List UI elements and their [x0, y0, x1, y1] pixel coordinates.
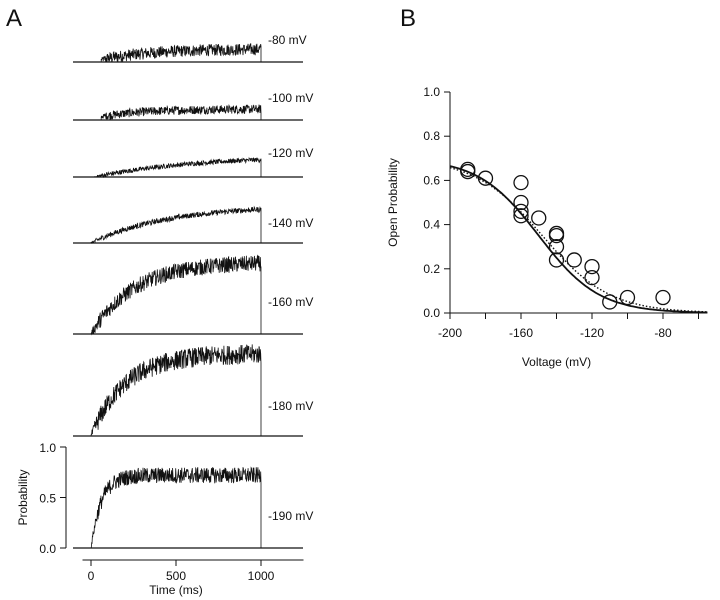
data-point — [460, 163, 476, 180]
y-axis-label: Open Probability — [386, 158, 400, 247]
y-tick-label: 0.0 — [423, 306, 440, 320]
y-tick-label: 1.0 — [39, 441, 56, 455]
data-point — [566, 252, 582, 268]
panel-label-a: A — [6, 5, 22, 32]
trace-voltage-label: -120 mV — [268, 146, 313, 160]
trace-voltage-label: -80 mV — [268, 33, 307, 47]
trace-line — [100, 43, 262, 63]
solid-fit-line — [449, 165, 708, 314]
data-point — [548, 252, 565, 268]
data-point — [655, 289, 671, 306]
trace-voltage-label: -160 mV — [268, 295, 313, 309]
y-tick-label: 0.5 — [39, 492, 56, 506]
x-tick-label: -80 — [654, 326, 672, 340]
trace-voltage-label: -190 mV — [268, 509, 313, 523]
x-tick-label: -200 — [438, 326, 462, 340]
trace-line — [90, 205, 262, 244]
data-point — [584, 269, 600, 286]
data-point — [619, 289, 636, 306]
trace-line — [94, 156, 262, 179]
trace-voltage-label: -180 mV — [268, 399, 313, 413]
x-axis-label: Time (ms) — [149, 583, 203, 597]
trace-line — [90, 466, 262, 549]
panel-label-b: B — [400, 5, 416, 32]
x-tick-label: 0 — [88, 569, 95, 583]
x-tick-label: -160 — [509, 326, 533, 340]
data-point — [513, 174, 529, 191]
trace-voltage-label: -100 mV — [268, 91, 313, 105]
x-tick-label: 1000 — [248, 569, 275, 583]
y-tick-label: 0.0 — [39, 542, 56, 556]
y-tick-label: 0.8 — [423, 129, 440, 143]
data-point — [548, 227, 565, 244]
data-point — [531, 210, 547, 226]
panel-b: 0.0 0.2 0.4 0.6 0.8 1.0 -200 -160 -120 -80 Voltage… — [386, 85, 708, 369]
x-axis-label: Voltage (mV) — [522, 355, 591, 369]
y-tick-label: 1.0 — [423, 85, 440, 99]
x-tick-label: -120 — [580, 326, 604, 340]
panel-a: -80 mV -100 mV -120 mV -140 mV -160 mV -180 m… — [16, 33, 313, 597]
data-point — [584, 258, 600, 275]
y-axis-label: Probability — [16, 469, 30, 525]
trace-line — [90, 344, 262, 437]
x-tick-label: 500 — [166, 569, 186, 583]
data-point — [477, 170, 494, 186]
y-tick-label: 0.2 — [423, 262, 440, 276]
data-point — [513, 194, 529, 211]
trace-line — [90, 254, 262, 336]
data-point — [602, 294, 618, 310]
trace-voltage-label: -140 mV — [268, 216, 313, 230]
data-point — [513, 203, 529, 219]
data-point — [548, 239, 565, 255]
trace-line — [100, 103, 262, 120]
y-tick-label: 0.6 — [423, 173, 440, 187]
data-point — [513, 208, 529, 224]
y-tick-label: 0.4 — [423, 218, 440, 232]
dotted-fit-line — [449, 167, 708, 313]
